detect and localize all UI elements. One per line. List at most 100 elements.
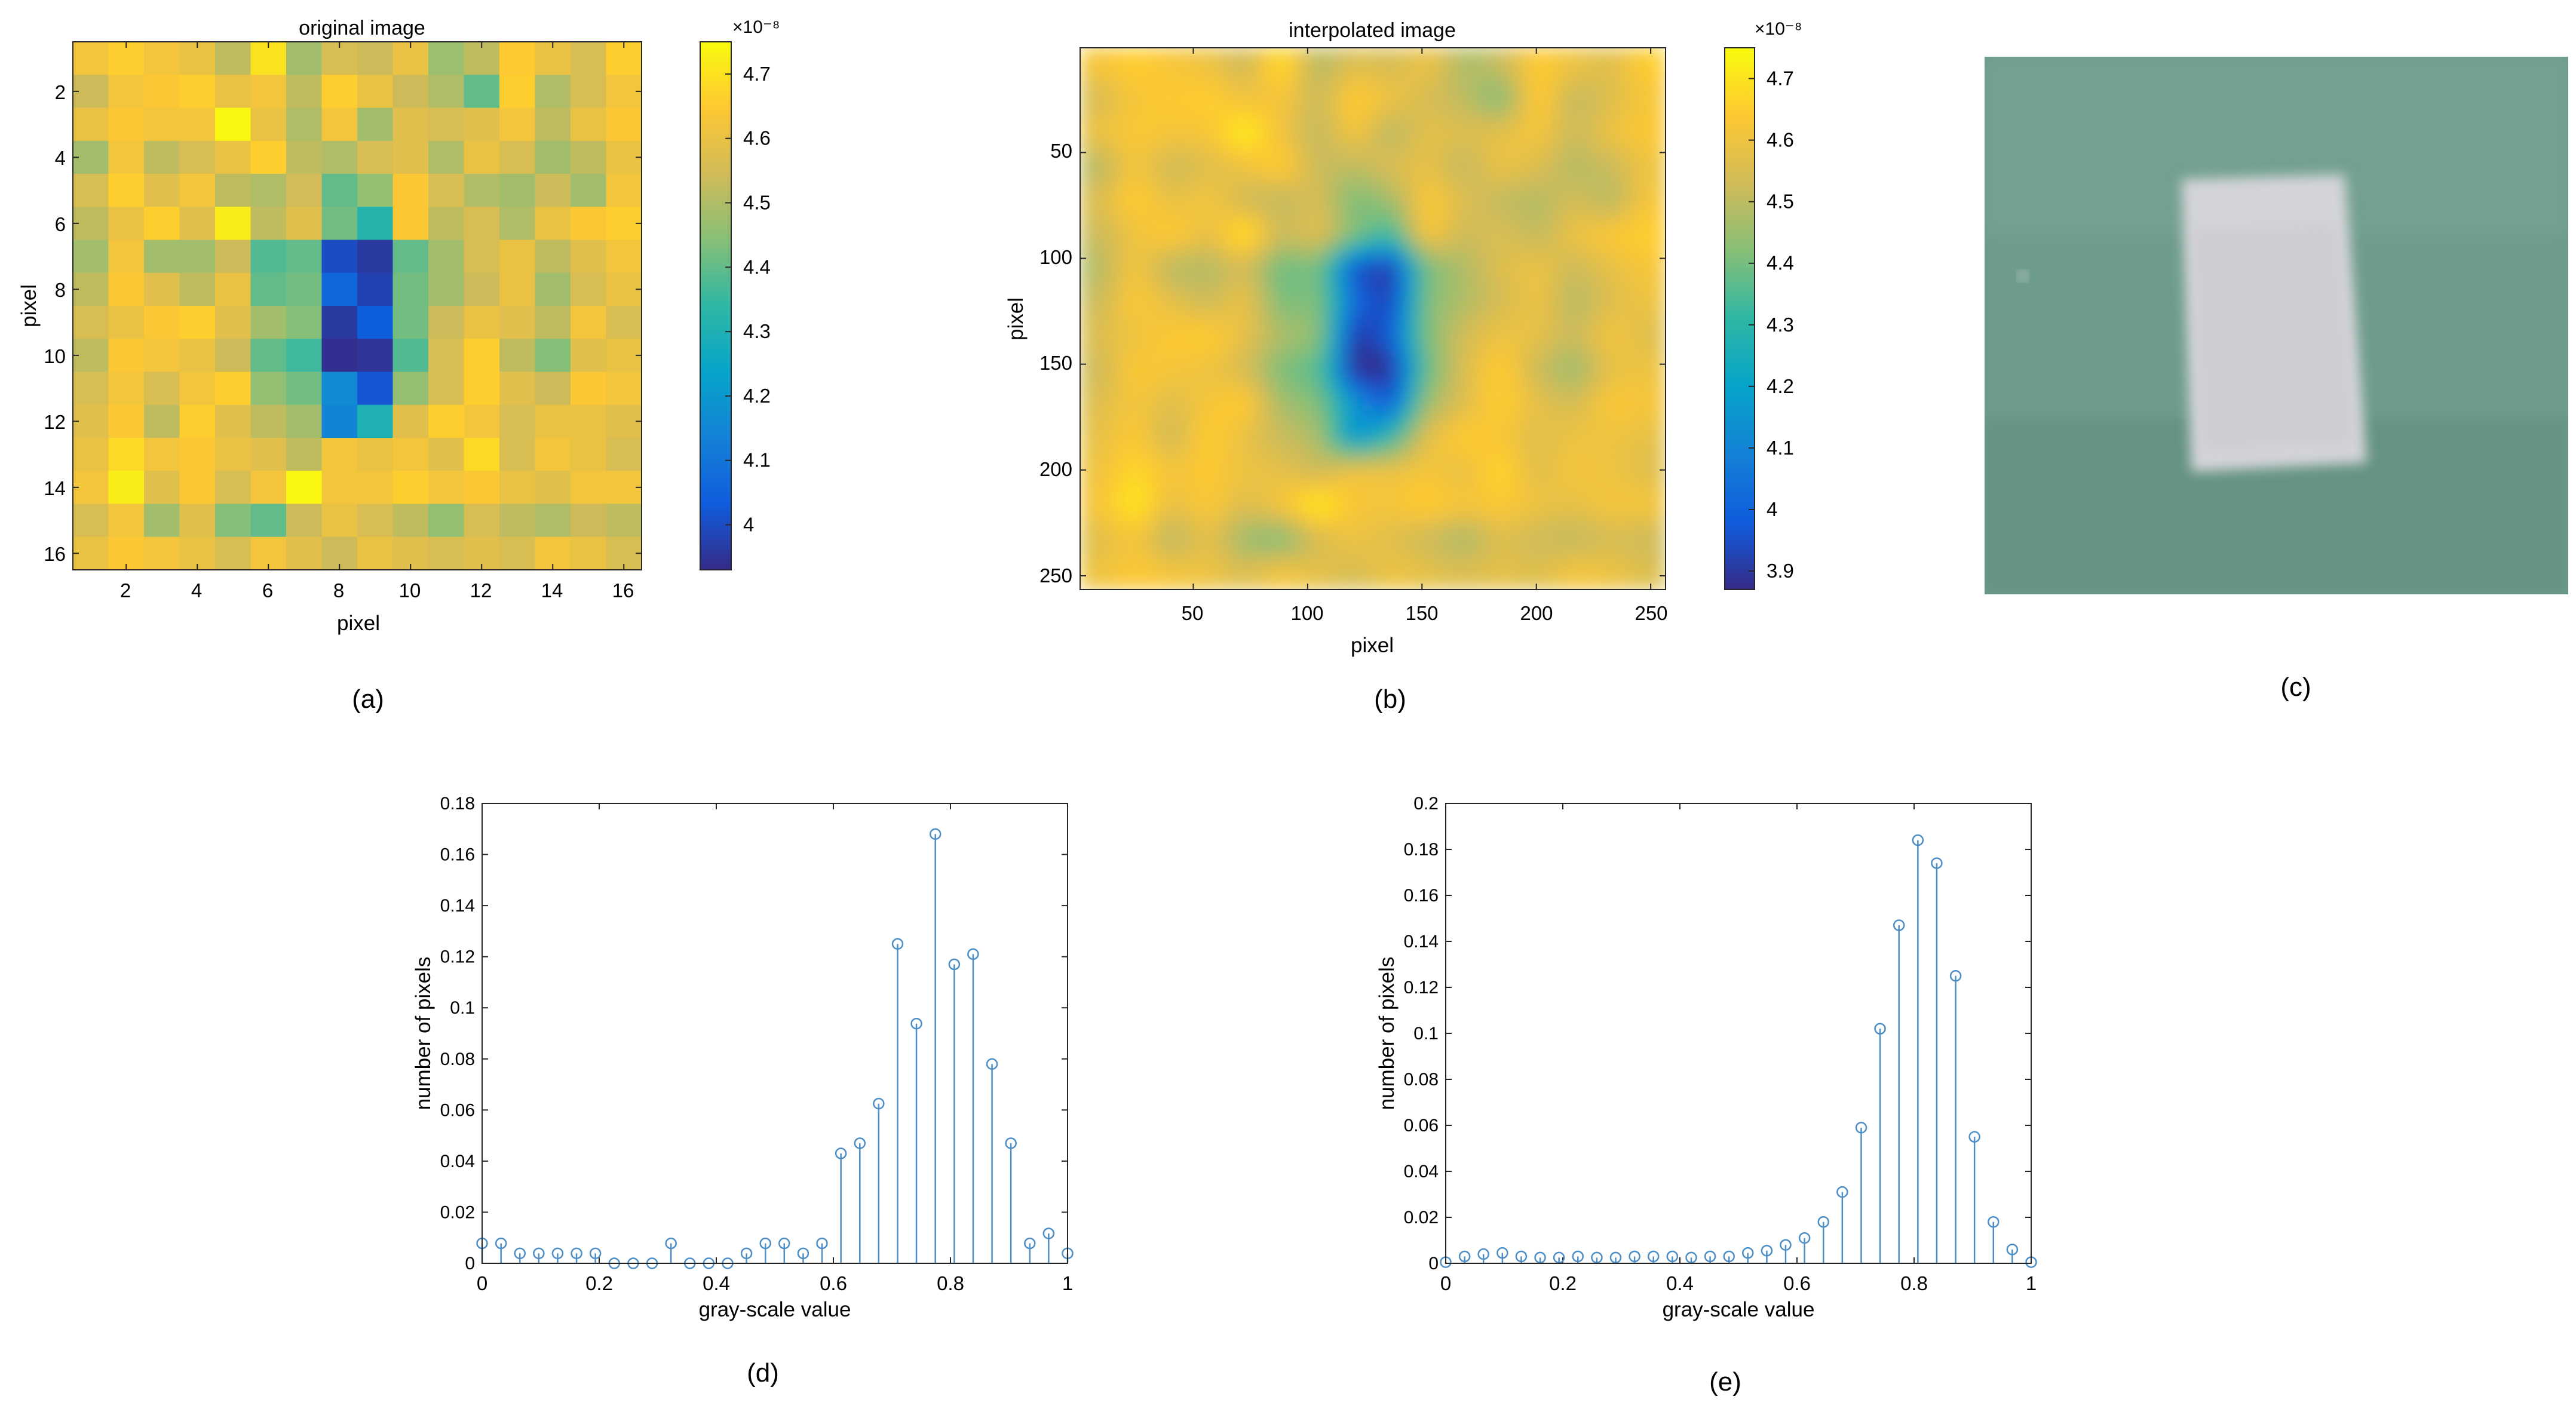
heatmap-cell bbox=[1501, 268, 1511, 277]
heatmap-cell bbox=[1418, 318, 1428, 328]
heatmap-cell bbox=[1546, 115, 1557, 125]
heatmap-cell bbox=[1620, 377, 1630, 387]
heatmap-cell bbox=[1437, 200, 1447, 210]
heatmap-cell bbox=[1244, 124, 1255, 133]
heatmap-cell bbox=[1592, 327, 1602, 336]
heatmap-cell bbox=[1180, 73, 1191, 82]
panel-e-xtick-labels: 0 0.2 0.4 0.6 0.8 1 bbox=[1440, 1272, 2037, 1294]
heatmap-cell bbox=[1528, 318, 1538, 328]
heatmap-cell bbox=[1418, 149, 1428, 159]
heatmap-cell bbox=[1235, 242, 1246, 251]
heatmap-cell bbox=[1089, 530, 1099, 539]
heatmap-cell bbox=[1556, 158, 1566, 167]
heatmap-cell bbox=[1601, 259, 1611, 269]
heatmap-cell bbox=[1601, 200, 1611, 210]
heatmap-cell bbox=[1117, 454, 1127, 464]
heatmap-cell bbox=[1144, 73, 1154, 82]
heatmap-cell bbox=[1327, 81, 1337, 91]
heatmap-cell bbox=[179, 404, 216, 438]
heatmap-cell bbox=[1455, 234, 1465, 243]
heatmap-cell bbox=[1180, 99, 1191, 108]
heatmap-cell bbox=[1217, 158, 1227, 167]
heatmap-cell bbox=[1080, 107, 1090, 116]
heatmap-cell bbox=[1464, 48, 1474, 57]
heatmap-cell bbox=[1473, 538, 1483, 548]
heatmap-cell bbox=[571, 306, 607, 339]
heatmap-cell bbox=[1629, 115, 1639, 125]
heatmap-cell bbox=[1253, 352, 1264, 362]
heatmap-cell bbox=[1492, 268, 1502, 277]
panel-d-ylabel: number of pixels bbox=[412, 957, 435, 1110]
heatmap-cell bbox=[1189, 56, 1200, 66]
heatmap-cell bbox=[1528, 547, 1538, 557]
heatmap-cell bbox=[1574, 479, 1584, 489]
heatmap-cell bbox=[1528, 293, 1538, 302]
heatmap-cell bbox=[1226, 158, 1237, 167]
heatmap-cell bbox=[1574, 251, 1584, 260]
heatmap-cell bbox=[571, 140, 607, 174]
heatmap-cell bbox=[1391, 242, 1401, 251]
heatmap-cell bbox=[1464, 166, 1474, 176]
heatmap-cell bbox=[1427, 420, 1437, 429]
heatmap-cell bbox=[1327, 183, 1337, 192]
heatmap-cell bbox=[1263, 437, 1273, 446]
heatmap-cell bbox=[1253, 369, 1264, 379]
heatmap-cell bbox=[1638, 361, 1648, 370]
heatmap-cell bbox=[1098, 344, 1108, 353]
heatmap-cell bbox=[1098, 454, 1108, 464]
heatmap-cell bbox=[1117, 251, 1127, 260]
heatmap-cell bbox=[1235, 174, 1246, 184]
heatmap-cell bbox=[1601, 420, 1611, 429]
heatmap-cell bbox=[1290, 377, 1301, 387]
heatmap-cell bbox=[1080, 454, 1090, 464]
heatmap-cell bbox=[1098, 107, 1108, 116]
sample-photo bbox=[1985, 57, 2568, 594]
heatmap-cell bbox=[1098, 403, 1108, 413]
heatmap-cell bbox=[1574, 293, 1584, 302]
heatmap-cell bbox=[1537, 377, 1547, 387]
heatmap-cell bbox=[1336, 513, 1346, 523]
heatmap-cell bbox=[1299, 572, 1310, 582]
heatmap-cell bbox=[1528, 208, 1538, 218]
heatmap-cell bbox=[1537, 496, 1547, 506]
heatmap-cell bbox=[571, 536, 607, 570]
heatmap-cell bbox=[1162, 420, 1172, 429]
heatmap-cell bbox=[1134, 395, 1145, 404]
heatmap-cell bbox=[1656, 251, 1666, 260]
heatmap-cell bbox=[1199, 318, 1209, 328]
heatmap-cell bbox=[108, 504, 145, 538]
heatmap-cell bbox=[1510, 90, 1520, 99]
heatmap-cell bbox=[1299, 166, 1310, 176]
heatmap-cell bbox=[1172, 420, 1182, 429]
heatmap-cell bbox=[1629, 555, 1639, 565]
heatmap-cell bbox=[1208, 242, 1218, 251]
heatmap-cell bbox=[1620, 395, 1630, 404]
heatmap-cell bbox=[1226, 140, 1237, 150]
heatmap-cell bbox=[1656, 191, 1666, 201]
heatmap-cell bbox=[1482, 521, 1492, 531]
heatmap-cell bbox=[1336, 251, 1346, 260]
stem-marker bbox=[929, 828, 942, 840]
heatmap-cell bbox=[1144, 259, 1154, 269]
heatmap-cell bbox=[1556, 403, 1566, 413]
heatmap-cell bbox=[1318, 174, 1328, 184]
heatmap-cell bbox=[1638, 90, 1648, 99]
heatmap-cell bbox=[1199, 446, 1209, 455]
heatmap-cell bbox=[1409, 403, 1419, 413]
heatmap-cell bbox=[1446, 149, 1456, 159]
heatmap-cell bbox=[1199, 471, 1209, 480]
heatmap-cell bbox=[1519, 555, 1529, 565]
heatmap-cell bbox=[215, 306, 252, 339]
heatmap-cell bbox=[1583, 48, 1593, 57]
heatmap-cell bbox=[1226, 555, 1237, 565]
heatmap-cell bbox=[1473, 437, 1483, 446]
heatmap-cell bbox=[1153, 471, 1163, 480]
heatmap-cell bbox=[1089, 140, 1099, 150]
heatmap-cell bbox=[1318, 471, 1328, 480]
heatmap-cell bbox=[1345, 81, 1356, 91]
heatmap-cell bbox=[1583, 284, 1593, 294]
heatmap-cell bbox=[1473, 225, 1483, 235]
heatmap-cell bbox=[1217, 217, 1227, 226]
heatmap-cell bbox=[1235, 471, 1246, 480]
heatmap-cell bbox=[1565, 234, 1575, 243]
